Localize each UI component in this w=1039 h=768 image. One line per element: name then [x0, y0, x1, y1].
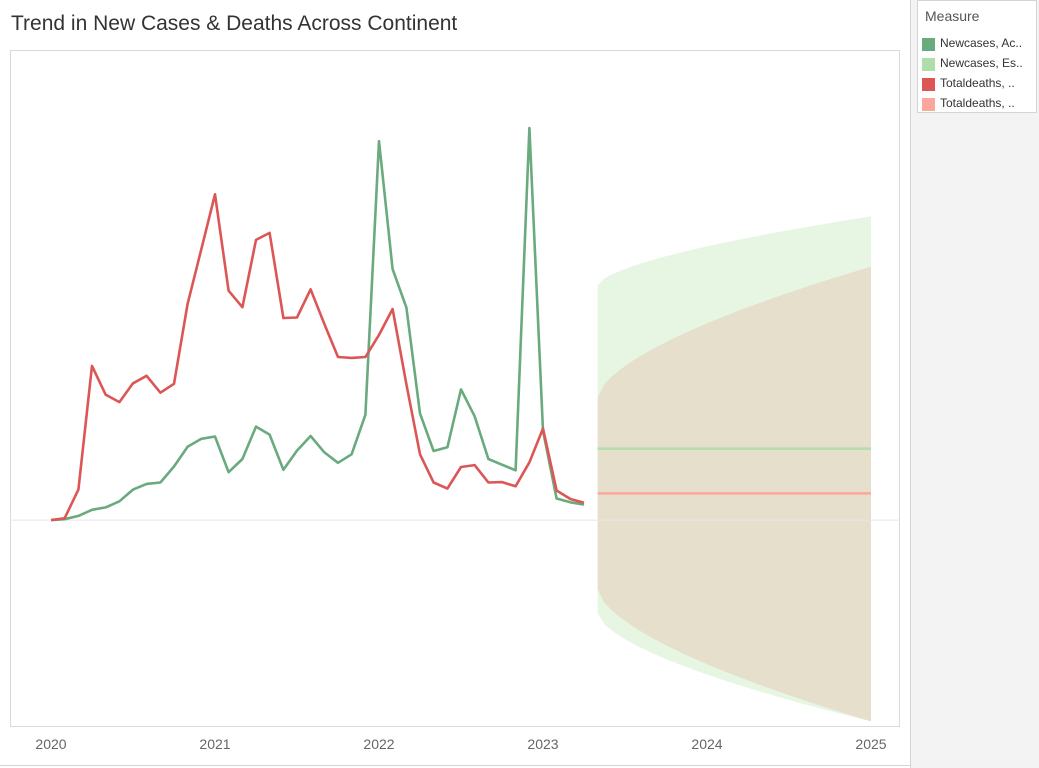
x-tick-label: 2022 [363, 736, 394, 752]
legend-title: Measure [925, 8, 980, 24]
legend-label: Totaldeaths, .. [940, 96, 1015, 110]
x-tick-label: 2021 [199, 736, 230, 752]
right-panel [910, 0, 1039, 768]
legend-swatch [922, 98, 935, 111]
legend-item-totaldeaths-actual[interactable]: Totaldeaths, .. [922, 76, 1036, 92]
series-line-newcases [50, 126, 585, 522]
legend-swatch [922, 78, 935, 91]
legend-item-newcases-estimate[interactable]: Newcases, Es.. [922, 56, 1036, 72]
legend-item-totaldeaths-estimate[interactable]: Totaldeaths, .. [922, 96, 1036, 112]
series-line-totaldeaths [50, 193, 585, 522]
legend[interactable]: Measure Newcases, Ac.. Newcases, Es.. To… [917, 0, 1037, 113]
chart-title: Trend in New Cases & Deaths Across Conti… [11, 12, 458, 35]
bottom-border [0, 765, 910, 766]
x-tick-label: 2025 [855, 736, 886, 752]
legend-item-newcases-actual[interactable]: Newcases, Ac.. [922, 36, 1036, 52]
legend-swatch [922, 58, 935, 71]
x-tick-label: 2023 [527, 736, 558, 752]
legend-label: Totaldeaths, .. [940, 76, 1015, 90]
legend-label: Newcases, Es.. [940, 56, 1023, 70]
legend-label: Newcases, Ac.. [940, 36, 1023, 50]
x-tick-label: 2020 [35, 736, 66, 752]
chart-area[interactable]: 2020 2021 2022 2023 2024 2025 [0, 0, 910, 768]
x-tick-label: 2024 [691, 736, 722, 752]
legend-swatch [922, 38, 935, 51]
